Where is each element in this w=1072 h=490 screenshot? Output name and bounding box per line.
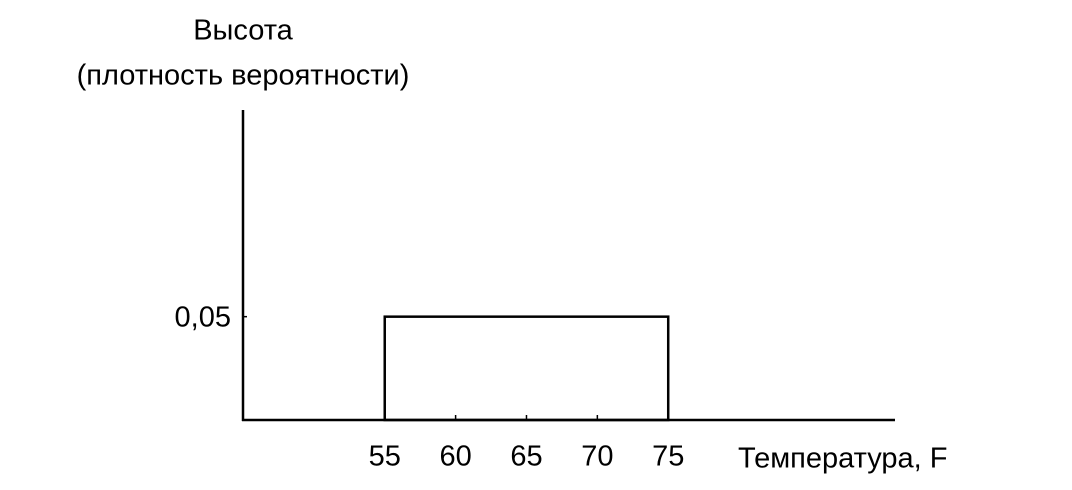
x-tick-label: 70 xyxy=(581,441,613,473)
bar xyxy=(383,315,670,422)
x-tick-label: 65 xyxy=(510,441,542,473)
y-tick-label: 0,05 xyxy=(175,301,231,333)
x-tick-label: 75 xyxy=(652,441,684,473)
x-tick-label: 60 xyxy=(439,441,471,473)
y-axis-label: Высота xyxy=(193,15,293,47)
x-axis-label: Температура, F xyxy=(738,443,947,475)
y-axis-label: (плотность вероятности) xyxy=(77,60,410,92)
x-tick-label: 55 xyxy=(369,441,401,473)
